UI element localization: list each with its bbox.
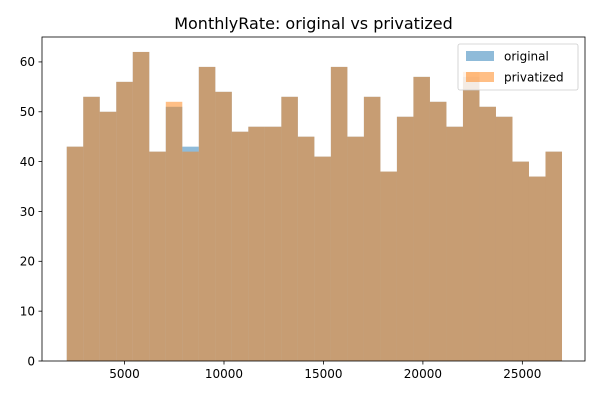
bar-privatized-10 bbox=[231, 131, 249, 361]
y-axis: 0 10 20 30 40 50 60 bbox=[20, 55, 42, 368]
legend-item-original: original bbox=[466, 50, 549, 64]
legend: original privatized bbox=[457, 43, 579, 91]
legend-swatch-privatized bbox=[466, 72, 494, 82]
bar-privatized-11 bbox=[248, 126, 265, 361]
bar-privatized-4 bbox=[132, 51, 150, 361]
y-tick-label-60: 60 bbox=[20, 55, 35, 69]
bar-privatized-14 bbox=[297, 136, 315, 361]
y-tick-label-30: 30 bbox=[20, 205, 35, 219]
y-tick-label-50: 50 bbox=[20, 105, 35, 119]
legend-swatch-original bbox=[466, 51, 494, 61]
bar-privatized-23 bbox=[446, 126, 463, 361]
y-tick-label-40: 40 bbox=[20, 155, 35, 169]
y-tick-label-20: 20 bbox=[20, 255, 35, 269]
bar-privatized-6 bbox=[165, 101, 183, 362]
x-tick-label-15000: 15000 bbox=[304, 367, 342, 381]
plot-area: 5000 10000 15000 20000 25000 0 10 20 30 40 50 60 bbox=[20, 36, 586, 381]
bar-privatized-20 bbox=[396, 116, 414, 361]
bar-privatized-28 bbox=[528, 176, 546, 361]
bar-privatized-8 bbox=[198, 66, 216, 362]
bar-privatized-0 bbox=[66, 146, 84, 361]
bar-privatized-9 bbox=[215, 91, 232, 361]
axes-frame bbox=[41, 36, 586, 362]
bar-privatized-7 bbox=[182, 151, 199, 361]
bars-layer bbox=[66, 51, 563, 362]
bar-privatized-12 bbox=[264, 126, 282, 361]
bar-privatized-3 bbox=[116, 81, 133, 361]
bar-privatized-26 bbox=[495, 116, 513, 361]
bar-privatized-1 bbox=[83, 96, 100, 362]
bar-privatized-16 bbox=[330, 66, 348, 362]
legend-label-privatized: privatized bbox=[504, 71, 564, 85]
bar-privatized-24 bbox=[462, 71, 480, 362]
series-privatized bbox=[66, 51, 563, 362]
bar-privatized-13 bbox=[281, 96, 298, 362]
x-tick-label-5000: 5000 bbox=[109, 367, 140, 381]
chart-title: MonthlyRate: original vs privatized bbox=[174, 14, 453, 33]
y-tick-label-10: 10 bbox=[20, 304, 35, 318]
x-axis: 5000 10000 15000 20000 25000 bbox=[109, 361, 541, 381]
bar-privatized-5 bbox=[149, 151, 166, 361]
bar-privatized-17 bbox=[347, 136, 364, 361]
y-tick-label-0: 0 bbox=[27, 354, 35, 368]
x-tick-label-10000: 10000 bbox=[205, 367, 243, 381]
legend-item-privatized: privatized bbox=[466, 71, 564, 85]
bar-privatized-19 bbox=[380, 171, 397, 361]
bar-privatized-2 bbox=[99, 111, 117, 362]
bar-privatized-25 bbox=[479, 106, 496, 362]
bar-privatized-15 bbox=[314, 156, 331, 361]
bar-privatized-21 bbox=[413, 76, 430, 361]
bar-privatized-18 bbox=[363, 96, 381, 362]
x-tick-label-25000: 25000 bbox=[503, 367, 541, 381]
bar-privatized-27 bbox=[512, 161, 529, 361]
legend-label-original: original bbox=[504, 50, 549, 64]
x-tick-label-20000: 20000 bbox=[404, 367, 442, 381]
bar-privatized-29 bbox=[545, 151, 563, 361]
bar-privatized-22 bbox=[429, 101, 447, 362]
